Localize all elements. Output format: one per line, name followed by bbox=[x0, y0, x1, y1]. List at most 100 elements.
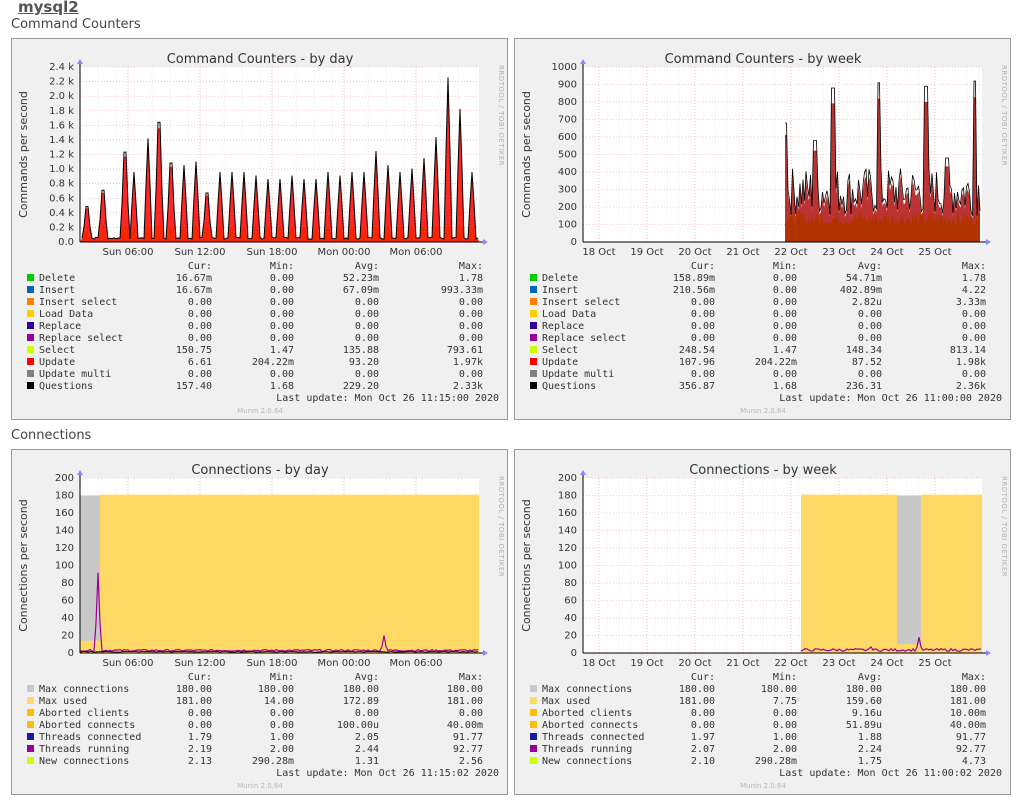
graph-title: Connections - by day bbox=[191, 463, 329, 478]
y-tick-label: 200 bbox=[558, 473, 577, 484]
legend-value-cur: 0.00 bbox=[691, 297, 715, 308]
x-tick-label: 23 Oct bbox=[822, 658, 855, 669]
legend-label: Max used bbox=[542, 696, 590, 707]
y-tick-label: 0.0 bbox=[58, 237, 74, 248]
legend-value-cur: 0.00 bbox=[691, 369, 715, 380]
legend-col-header-min: Min: bbox=[773, 672, 797, 683]
legend-col-header-avg: Avg: bbox=[355, 672, 379, 683]
series-max-connections-area bbox=[897, 495, 921, 653]
legend-value-max: 0.00 bbox=[962, 309, 986, 320]
legend-value-cur: 0.00 bbox=[188, 333, 212, 344]
x-tick-label: Sun 06:00 bbox=[102, 247, 153, 258]
legend-value-max: 4.73 bbox=[962, 756, 986, 767]
legend-swatch bbox=[530, 346, 537, 353]
legend-label: Aborted connects bbox=[39, 720, 135, 731]
legend-value-min: 0.00 bbox=[773, 720, 797, 731]
legend-value-min: 1.00 bbox=[773, 732, 797, 743]
legend-value-min: 0.00 bbox=[270, 309, 294, 320]
legend-value-min: 0.00 bbox=[270, 333, 294, 344]
legend-value-cur: 0.00 bbox=[188, 720, 212, 731]
legend-value-max: 0.00 bbox=[962, 333, 986, 344]
legend-swatch bbox=[530, 370, 537, 377]
x-tick-label: 23 Oct bbox=[822, 247, 855, 258]
legend-swatch bbox=[27, 370, 34, 377]
legend-label: Aborted connects bbox=[542, 720, 638, 731]
y-tick-label: 20 bbox=[61, 631, 74, 642]
legend-value-min: 1.47 bbox=[773, 345, 797, 356]
legend-value-min: 2.00 bbox=[270, 744, 294, 755]
munin-version: Munin 2.0.64 bbox=[740, 782, 786, 790]
y-axis-label: Commands per second bbox=[520, 91, 533, 218]
x-tick-label: 20 Oct bbox=[678, 658, 711, 669]
legend-value-max: 0.00 bbox=[459, 333, 483, 344]
legend-label: Max used bbox=[39, 696, 87, 707]
legend-swatch bbox=[530, 274, 537, 281]
legend-value-max: 180.00 bbox=[950, 684, 986, 695]
y-tick-label: 0.8 k bbox=[49, 179, 74, 190]
y-tick-label: 1000 bbox=[552, 62, 577, 73]
legend-swatch bbox=[530, 757, 537, 764]
legend-label: Update multi bbox=[39, 369, 111, 380]
legend-value-min: 0.00 bbox=[270, 708, 294, 719]
legend-swatch bbox=[530, 721, 537, 728]
y-tick-label: 0.2 k bbox=[49, 222, 74, 233]
legend-swatch bbox=[27, 358, 34, 365]
rrdtool-credit: RRDTOOL / TOBI OETIKER bbox=[497, 65, 505, 166]
legend-value-cur: 6.61 bbox=[188, 357, 212, 368]
legend-value-min: 290.28m bbox=[755, 756, 797, 767]
legend-value-avg: 93.20 bbox=[349, 357, 379, 368]
legend-label: Load Data bbox=[39, 309, 93, 320]
legend-value-max: 181.00 bbox=[950, 696, 986, 707]
legend-col-header-avg: Avg: bbox=[858, 261, 882, 272]
legend-value-cur: 2.19 bbox=[188, 744, 212, 755]
legend-value-max: 91.77 bbox=[956, 732, 986, 743]
legend-swatch bbox=[27, 382, 34, 389]
graph-command-counters-day[interactable]: Command Counters - by day 0.0 0.2 k 0.4 k 0.… bbox=[11, 38, 508, 420]
x-tick-label: Sun 12:00 bbox=[174, 658, 225, 669]
graph-connections-week[interactable]: Connections - by week 0 20 40 60 80 100 120 140 1… bbox=[514, 449, 1011, 795]
legend-value-min: 7.75 bbox=[773, 696, 797, 707]
legend-value-cur: 180.00 bbox=[679, 684, 715, 695]
legend-value-cur: 0.00 bbox=[188, 309, 212, 320]
y-tick-label: 200 bbox=[558, 202, 577, 213]
legend-swatch bbox=[530, 310, 537, 317]
legend-value-max: 993.33m bbox=[441, 285, 483, 296]
host-title-link[interactable]: mysql2 bbox=[18, 0, 79, 16]
legend-swatch bbox=[530, 733, 537, 740]
legend-value-cur: 16.67m bbox=[176, 285, 212, 296]
legend-value-max: 0.00 bbox=[962, 321, 986, 332]
graph-command-counters-week[interactable]: Command Counters - by week 0 100 200 300 400 5… bbox=[514, 38, 1011, 420]
legend-value-cur: 2.10 bbox=[691, 756, 715, 767]
y-tick-label: 160 bbox=[55, 508, 74, 519]
legend-value-min: 0.00 bbox=[773, 285, 797, 296]
y-tick-label: 300 bbox=[558, 185, 577, 196]
section-title-connections: Connections bbox=[11, 428, 92, 443]
legend-value-max: 40.00m bbox=[950, 720, 986, 731]
legend-value-min: 0.00 bbox=[773, 369, 797, 380]
y-tick-label: 40 bbox=[61, 613, 74, 624]
legend-value-cur: 1.79 bbox=[188, 732, 212, 743]
y-tick-label: 700 bbox=[558, 115, 577, 126]
y-tick-label: 80 bbox=[61, 578, 74, 589]
graph-title: Command Counters - by day bbox=[167, 52, 354, 67]
legend-swatch bbox=[27, 310, 34, 317]
legend-value-avg: 2.82u bbox=[852, 297, 882, 308]
legend-value-max: 813.14 bbox=[950, 345, 986, 356]
legend-value-min: 14.00 bbox=[264, 696, 294, 707]
legend-swatch bbox=[27, 685, 34, 692]
legend-value-min: 0.00 bbox=[773, 273, 797, 284]
x-tick-label: Mon 00:00 bbox=[317, 658, 370, 669]
legend-value-max: 0.00 bbox=[459, 321, 483, 332]
legend-value-max: 1.78 bbox=[459, 273, 483, 284]
legend-value-avg: 0.00 bbox=[355, 708, 379, 719]
legend-value-avg: 0.00 bbox=[355, 369, 379, 380]
graph-connections-day[interactable]: Connections - by day 0 20 40 60 80 100 120 140 16… bbox=[11, 449, 508, 795]
y-axis-arrow bbox=[580, 470, 586, 475]
last-update: Last update: Mon Oct 26 11:15:00 2020 bbox=[276, 393, 499, 404]
legend-label: Threads connected bbox=[542, 732, 644, 743]
legend-swatch bbox=[530, 697, 537, 704]
x-tick-label: 19 Oct bbox=[630, 658, 663, 669]
x-tick-label: 21 Oct bbox=[726, 247, 759, 258]
rrdtool-credit: RRDTOOL / TOBI OETIKER bbox=[1000, 476, 1008, 577]
legend-value-avg: 402.89m bbox=[840, 285, 882, 296]
